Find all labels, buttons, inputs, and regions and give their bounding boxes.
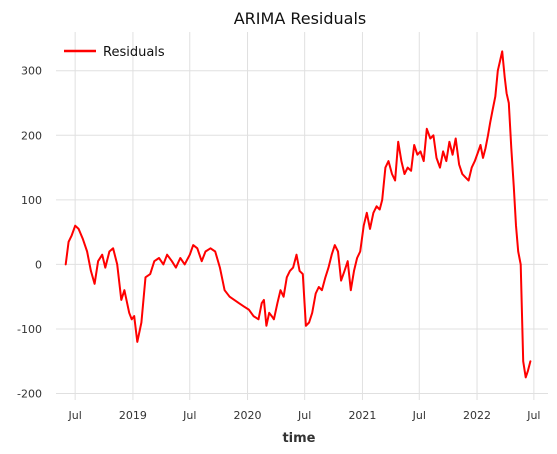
x-tick-label: Jul <box>182 409 196 422</box>
y-tick-label: 0 <box>35 258 42 271</box>
x-tick-labels: Jul 2019 Jul 2020 Jul 2021 Jul 2022 Jul <box>68 409 541 422</box>
legend-label-residuals: Residuals <box>103 45 165 60</box>
y-tick-label: -100 <box>17 323 42 336</box>
grid <box>56 32 548 400</box>
x-tick-label: 2020 <box>234 409 262 422</box>
x-tick-label: 2022 <box>463 409 491 422</box>
legend: Residuals <box>64 45 165 60</box>
y-tick-label: -200 <box>17 388 42 401</box>
y-tick-label: 300 <box>21 65 42 78</box>
y-tick-labels: -200 -100 0 100 200 300 <box>17 65 42 401</box>
x-tick-label: Jul <box>68 409 82 422</box>
chart-title: ARIMA Residuals <box>234 9 367 28</box>
x-tick-label: Jul <box>297 409 311 422</box>
x-tick-label: 2021 <box>348 409 376 422</box>
y-tick-label: 200 <box>21 129 42 142</box>
series-layer <box>64 50 532 379</box>
x-tick-label: Jul <box>412 409 426 422</box>
x-tick-label: Jul <box>526 409 540 422</box>
y-tick-label: 100 <box>21 194 42 207</box>
x-tick-label: 2019 <box>119 409 147 422</box>
x-axis-label: time <box>282 431 315 446</box>
series-line-residuals <box>64 50 532 379</box>
